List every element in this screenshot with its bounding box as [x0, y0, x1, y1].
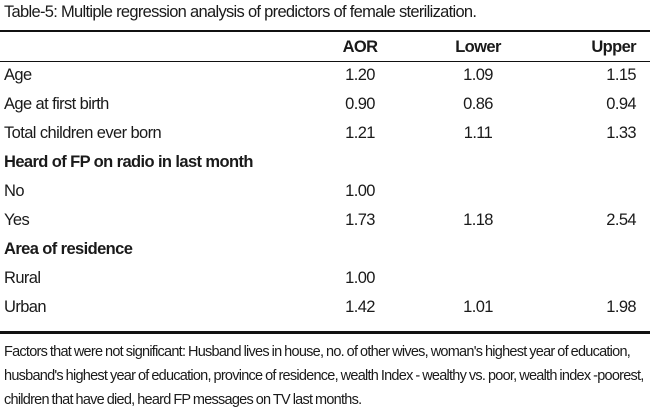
aor-cell: 1.20 [345, 66, 375, 84]
top-rule [0, 30, 650, 32]
upper-cell [542, 264, 650, 293]
table-row: Age at first birth 0.90 0.86 0.94 [0, 90, 650, 119]
row-label: Total children ever born [4, 124, 162, 142]
lower-cell: 1.11 [463, 124, 493, 142]
row-label: Rural [4, 269, 41, 287]
aor-cell: 1.00 [345, 182, 375, 200]
row-label: Age [4, 66, 32, 84]
upper-cell: 0.94 [606, 95, 636, 113]
table-title: Table-5: Multiple regression analysis of… [4, 3, 477, 21]
regression-table: AOR Lower Upper Age 1.20 1.09 1.15 Age at fi… [0, 33, 650, 322]
lower-cell: 1.18 [463, 211, 493, 229]
table-row: Urban 1.42 1.01 1.98 [0, 293, 650, 322]
row-label: Yes [4, 211, 30, 229]
aor-cell: 0.90 [345, 95, 375, 113]
row-label: Area of residence [4, 240, 133, 258]
upper-cell: 1.98 [606, 298, 636, 316]
lower-cell: 1.09 [463, 66, 493, 84]
table-row: No 1.00 [0, 177, 650, 206]
upper-cell [542, 177, 650, 206]
upper-cell: 2.54 [606, 211, 636, 229]
lower-cell [414, 177, 542, 206]
row-label: No [4, 182, 25, 200]
header-aor: AOR [342, 37, 378, 56]
row-label: Heard of FP on radio in last month [4, 153, 253, 171]
section-row: Area of residence [0, 235, 650, 264]
upper-cell: 1.33 [606, 124, 636, 142]
header-rule [0, 61, 650, 62]
table-row: Age 1.20 1.09 1.15 [0, 61, 650, 90]
row-label: Age at first birth [4, 95, 109, 113]
row-label: Urban [4, 298, 47, 316]
aor-cell: 1.73 [345, 211, 375, 229]
table-row: Total children ever born 1.21 1.11 1.33 [0, 119, 650, 148]
header-label [0, 33, 306, 61]
aor-cell: 1.21 [345, 124, 375, 142]
header-lower: Lower [455, 37, 501, 56]
aor-cell: 1.42 [345, 298, 375, 316]
header-upper: Upper [591, 37, 636, 56]
header-row: AOR Lower Upper [0, 33, 650, 61]
upper-cell: 1.15 [606, 66, 636, 84]
lower-cell [414, 264, 542, 293]
table-row: Rural 1.00 [0, 264, 650, 293]
footnote: Factors that were not significant: Husba… [4, 344, 644, 408]
lower-cell: 1.01 [463, 298, 493, 316]
lower-cell: 0.86 [463, 95, 493, 113]
section-row: Heard of FP on radio in last month [0, 148, 650, 177]
aor-cell: 1.00 [345, 269, 375, 287]
table-row: Yes 1.73 1.18 2.54 [0, 206, 650, 235]
bottom-rule [0, 331, 650, 334]
